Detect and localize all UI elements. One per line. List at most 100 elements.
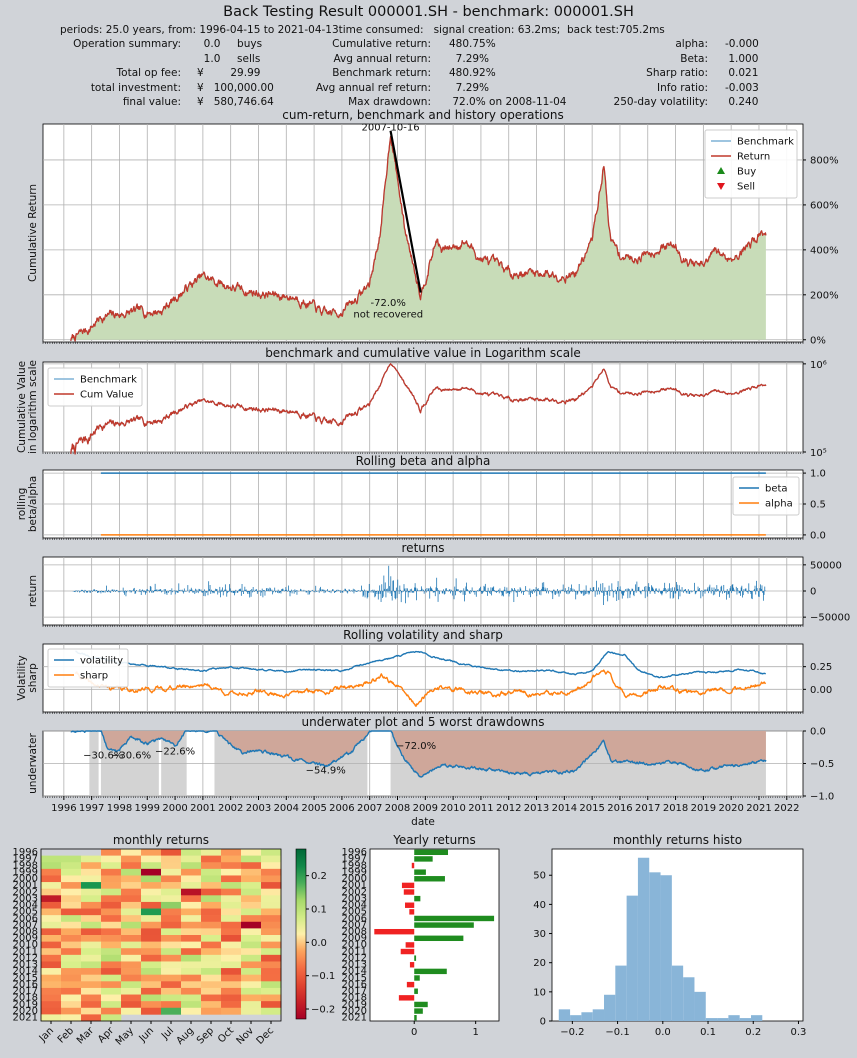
heatmap-cell [261, 849, 282, 856]
heatmap-cell [81, 901, 102, 909]
col3-label: Beta: [680, 52, 708, 65]
heatmap-cell [101, 935, 122, 942]
heatmap-cell [81, 968, 102, 975]
y-tick-label: −1.0 [810, 792, 834, 803]
heatmap-frame [40, 848, 282, 1022]
col1-label: final value: [122, 96, 181, 108]
heatmap-cell [181, 961, 202, 969]
heatmap-cell [161, 849, 182, 856]
heatmap-cell [201, 974, 222, 982]
x-tick-label: 2016 [607, 803, 632, 814]
heatmap-cell [41, 915, 62, 923]
heatmap-cell [121, 862, 142, 870]
heatmap-cell [221, 915, 242, 923]
heatmap-cell [241, 948, 262, 956]
x-tick-label: 1996 [51, 803, 76, 814]
heatmap-cell [101, 915, 122, 923]
histo-bar [558, 1009, 571, 1021]
drawdown-label: −72.0% [396, 741, 436, 752]
heatmap-col-label: Apr [96, 1025, 117, 1046]
heatmap-cell [161, 928, 182, 936]
x-tick-label: 2008 [385, 803, 410, 814]
heatmap-row-label: 2004 [13, 900, 38, 911]
colorbar-label: 0.1 [311, 905, 327, 916]
x-tick-label: 2004 [274, 803, 299, 814]
y-tick-label: 0% [810, 335, 826, 346]
heatmap-cell [41, 981, 62, 989]
heatmap-cell [121, 968, 142, 975]
col3-value: 0.240 [725, 96, 759, 108]
legend-label: alpha [765, 499, 793, 510]
heatmap-cell [101, 908, 122, 916]
heatmap-cell [41, 855, 62, 863]
heatmap-cell [61, 961, 82, 969]
heatmap-cell [161, 875, 182, 883]
heatmap-cell [41, 882, 62, 889]
heatmap-col-label: Aug [175, 1025, 197, 1047]
x-tick-label: 2007 [357, 803, 382, 814]
annotation: not recovered [353, 309, 423, 320]
yearly-bar [405, 902, 415, 908]
heatmap-cell [121, 1007, 142, 1015]
heatmap-cell [101, 974, 122, 982]
heatmap-cell [101, 1001, 122, 1009]
x-tick-label: 0.0 [655, 1027, 671, 1038]
heatmap-cell [261, 862, 282, 870]
heatmap-cell [201, 862, 222, 870]
cum-ylabel: Cumulative Return [27, 184, 39, 282]
yearly-bar [406, 981, 415, 988]
y-tick-label: 0.25 [810, 662, 832, 673]
heatmap-cell [101, 948, 122, 956]
heatmap-cell [41, 987, 62, 995]
heatmap-cell [41, 961, 62, 969]
heatmap-cell [241, 941, 262, 949]
y-tick-label: 400% [810, 245, 839, 256]
x-tick-label: 2017 [635, 803, 660, 814]
heatmap-cell [161, 855, 182, 863]
yearly-row-label: 2002 [342, 887, 367, 898]
heatmap-cell [121, 888, 142, 896]
heatmap-cell [261, 875, 282, 883]
heatmap-cell [41, 935, 62, 942]
yearly-row-label: 2005 [342, 907, 367, 918]
y-tick-label: 40 [533, 900, 546, 911]
heatmap-cell [261, 855, 282, 863]
yearly-row-label: 2008 [342, 927, 367, 938]
yearly-bar [414, 869, 426, 875]
histo-bar [570, 1015, 582, 1021]
yearly-row-label: 2012 [342, 953, 367, 964]
yearly-row-label: 2010 [342, 940, 367, 951]
yearly-row-label: 2003 [342, 893, 367, 904]
y-tick-label: 600% [810, 200, 839, 211]
heatmap-cell [261, 895, 282, 903]
heatmap-cell [181, 935, 202, 942]
y-tick-label: 0.0 [810, 727, 826, 738]
heatmap-cell [161, 915, 182, 923]
legend-label: sharp [80, 671, 108, 682]
underwater-title: underwater plot and 5 worst drawdowns [301, 715, 544, 729]
heatmap-cell [161, 882, 182, 889]
heatmap-cell [201, 888, 222, 896]
heatmap-cell [161, 948, 182, 956]
x-tick-label: 2013 [524, 803, 549, 814]
heatmap-cell [181, 868, 202, 876]
cum-title: cum-return, benchmark and history operat… [282, 108, 563, 122]
heatmap-cell [101, 961, 122, 969]
heatmap-cell [101, 968, 122, 975]
col2-value: 72.0% on 2008-11-04 [449, 96, 567, 108]
heatmap-cell [101, 868, 122, 876]
heatmap-cell [121, 908, 142, 916]
heatmap-cell [241, 895, 262, 903]
col2-value: 480.92% [449, 67, 496, 79]
heatmap-cell [121, 941, 142, 949]
heatmap-cell [161, 941, 182, 949]
heatmap-cell [261, 974, 282, 982]
beta-ylabel: rolling [16, 488, 28, 521]
heatmap-cell [61, 941, 82, 949]
yearly-bar [374, 928, 415, 935]
y-tick-label: 10⁶ [810, 360, 827, 371]
col3-value: -0.003 [725, 81, 759, 94]
heatmap-cell [161, 974, 182, 982]
yearly-bar [403, 889, 415, 895]
heatmap-cell [221, 961, 242, 969]
